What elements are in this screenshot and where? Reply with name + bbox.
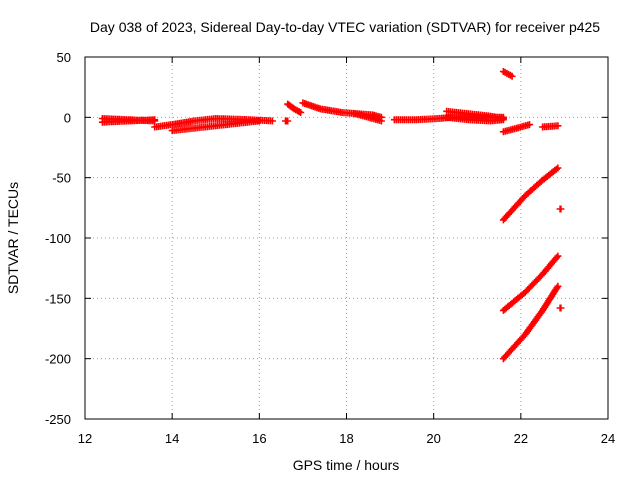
data-track (499, 252, 562, 314)
y-tick-label: -150 (45, 291, 71, 306)
data-marks (98, 68, 565, 363)
data-track (539, 122, 562, 131)
data-point-markers (499, 68, 516, 80)
data-point-markers (443, 113, 507, 125)
data-point-markers (556, 304, 565, 312)
data-point-markers (168, 117, 263, 135)
y-tick-label: -50 (52, 171, 71, 186)
y-tick-label: -250 (45, 412, 71, 427)
x-tick-label: 14 (165, 431, 179, 446)
x-tick-label: 20 (426, 431, 440, 446)
x-tick-label: 16 (252, 431, 266, 446)
data-track (499, 282, 562, 363)
data-point-markers (98, 115, 159, 125)
x-axis-label: GPS time / hours (293, 457, 400, 473)
data-point-markers (351, 110, 385, 125)
data-point-markers (556, 205, 565, 213)
data-point-markers (499, 252, 562, 314)
data-point-markers (499, 282, 562, 363)
axis-ticks: 12 14 16 18 20 22 24 -250 -200 -150 -100 -50 0 50 (45, 50, 615, 446)
x-tick-label: 22 (514, 431, 528, 446)
data-track (351, 110, 385, 125)
y-tick-label: 0 (64, 110, 71, 125)
x-tick-label: 18 (339, 431, 353, 446)
data-track (556, 205, 565, 213)
x-tick-label: 24 (601, 431, 615, 446)
y-tick-label: 50 (57, 50, 71, 65)
data-track (556, 304, 565, 312)
data-track (98, 115, 159, 125)
data-track (499, 164, 562, 224)
y-tick-label: -200 (45, 352, 71, 367)
y-tick-label: -100 (45, 231, 71, 246)
data-point-markers (282, 117, 292, 125)
data-track (499, 68, 516, 80)
data-point-markers (499, 164, 562, 224)
data-track (168, 117, 263, 135)
data-point-markers (499, 121, 533, 136)
chart-title: Day 038 of 2023, Sidereal Day-to-day VTE… (90, 19, 600, 35)
data-track (499, 121, 533, 136)
data-point-markers (284, 100, 305, 116)
data-point-markers (539, 122, 562, 131)
data-track (282, 117, 292, 125)
data-track (284, 100, 305, 116)
data-track (443, 113, 507, 125)
x-tick-label: 12 (78, 431, 92, 446)
y-axis-label: SDTVAR / TECUs (5, 182, 21, 294)
